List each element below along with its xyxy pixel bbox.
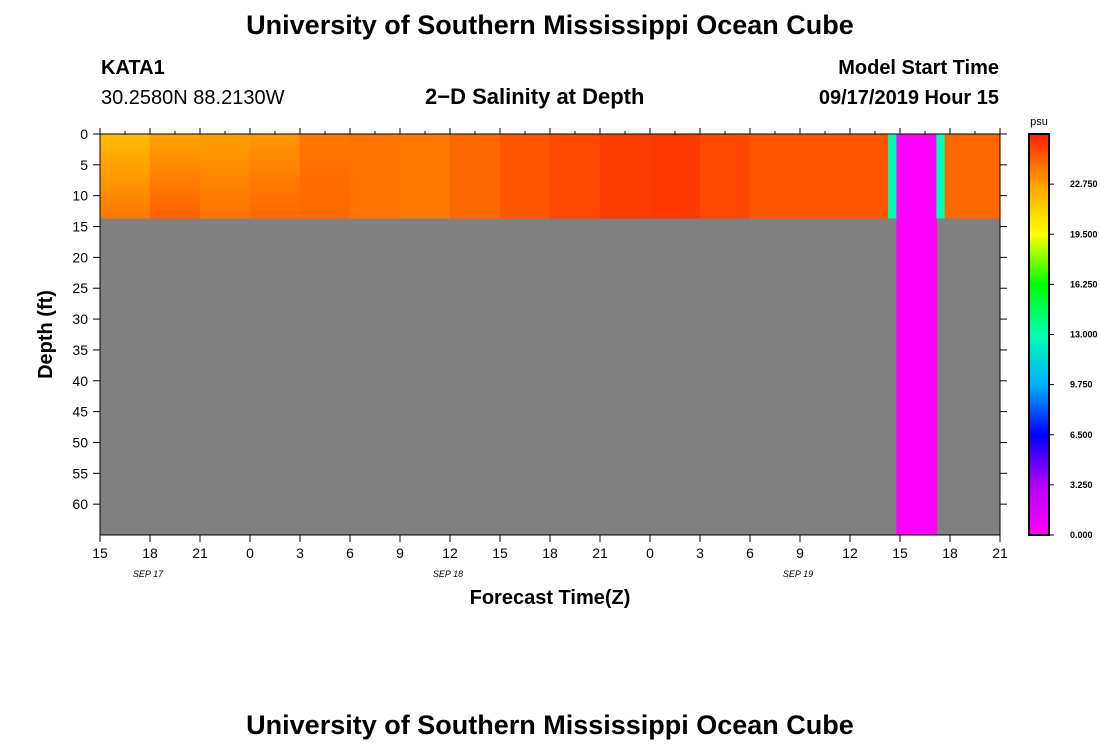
colorbar-tick-label: 19.500: [1070, 229, 1098, 239]
plot-area: [99, 134, 1001, 535]
salinity-cell: [249, 134, 301, 219]
salinity-cell: [749, 134, 889, 219]
date-label: SEP 18: [433, 569, 463, 579]
salinity-cell: [499, 134, 551, 219]
y-axis-title: Depth (ft): [35, 290, 57, 379]
colorbar-tick-label: 3.250: [1070, 480, 1093, 490]
x-tick-label: 21: [192, 545, 208, 561]
date-label: SEP 19: [783, 569, 813, 579]
colorbar-tick-label: 6.500: [1070, 430, 1093, 440]
salinity-cell: [944, 134, 1001, 219]
salinity-cell: [299, 134, 351, 219]
salinity-cell: [699, 134, 751, 219]
salinity-cell: [599, 134, 651, 219]
salinity-cell: [399, 134, 451, 219]
x-tick-label: 12: [842, 545, 858, 561]
y-tick-label: 30: [72, 311, 88, 327]
colorbar-tick-label: 13.000: [1070, 330, 1098, 340]
x-tick-label: 21: [592, 545, 608, 561]
x-axis-title: Forecast Time(Z): [470, 587, 631, 609]
colorbar-tick-label: 0.000: [1070, 530, 1093, 540]
colorbar-tick-label: 22.750: [1070, 179, 1098, 189]
x-tick-label: 12: [442, 545, 458, 561]
salinity-cell: [888, 134, 897, 219]
salinity-heatmap-chart: 15 18 21 0 3 6 9 12 15 18 21 0 3 6 9 12 15 18 21 SEP 17 SEP …: [35, 116, 1098, 609]
y-tick-label: 35: [72, 342, 88, 358]
model-start-value: 09/17/2019 Hour 15: [818, 87, 999, 109]
x-tick-label: 3: [696, 545, 704, 561]
salinity-cell: [199, 134, 251, 219]
salinity-cell: [449, 134, 501, 219]
x-tick-label: 6: [746, 545, 754, 561]
x-tick-label: 18: [942, 545, 958, 561]
y-tick-label: 55: [72, 465, 88, 481]
y-tick-label: 0: [80, 126, 88, 142]
x-tick-label: 18: [142, 545, 158, 561]
axes: 15 18 21 0 3 6 9 12 15 18 21 0 3 6 9 12 15 18 21 SEP 17 SEP …: [35, 126, 1008, 609]
y-tick-label: 45: [72, 404, 88, 420]
salinity-cell: [936, 134, 946, 219]
salinity-cell: [649, 134, 701, 219]
salinity-cell: [149, 134, 201, 219]
x-tick-label: 21: [992, 545, 1008, 561]
y-tick-label: 60: [72, 496, 88, 512]
model-start-label: Model Start Time: [838, 57, 999, 79]
main-title: University of Southern Mississippi Ocean…: [246, 10, 854, 40]
colorbar-unit: psu: [1030, 116, 1048, 128]
salinity-cell: [896, 134, 937, 535]
plot-title: 2−D Salinity at Depth: [425, 84, 645, 109]
x-tick-label: 15: [92, 545, 108, 561]
salinity-cell: [99, 134, 151, 219]
x-tick-label: 3: [296, 545, 304, 561]
x-tick-label: 9: [796, 545, 804, 561]
x-tick-label: 0: [246, 545, 254, 561]
colorbar-gradient: [1029, 134, 1049, 535]
station-coordinates: 30.2580N 88.2130W: [101, 87, 285, 109]
salinity-cell: [349, 134, 401, 219]
x-tick-label: 15: [892, 545, 908, 561]
footer-title: University of Southern Mississippi Ocean…: [246, 710, 854, 740]
x-tick-label: 18: [542, 545, 558, 561]
date-label: SEP 17: [133, 569, 164, 579]
y-tick-label: 50: [72, 434, 88, 450]
y-tick-label: 20: [72, 249, 88, 265]
y-tick-label: 40: [72, 373, 88, 389]
x-tick-label: 6: [346, 545, 354, 561]
salinity-cell: [549, 134, 601, 219]
x-tick-label: 9: [396, 545, 404, 561]
station-id: KATA1: [101, 57, 165, 79]
y-tick-label: 15: [72, 219, 88, 235]
x-tick-label: 0: [646, 545, 654, 561]
y-tick-label: 25: [72, 280, 88, 296]
x-tick-label: 15: [492, 545, 508, 561]
colorbar-tick-label: 9.750: [1070, 380, 1093, 390]
y-tick-label: 10: [72, 188, 88, 204]
colorbar-tick-label: 16.250: [1070, 279, 1098, 289]
colorbar: 0.000 3.250 6.500 9.750 13.000 16.250 19.500 22…: [1028, 116, 1098, 540]
y-tick-label: 5: [80, 157, 88, 173]
